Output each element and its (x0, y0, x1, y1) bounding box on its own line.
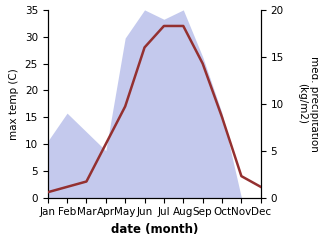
X-axis label: date (month): date (month) (111, 223, 198, 236)
Y-axis label: med. precipitation
(kg/m2): med. precipitation (kg/m2) (298, 56, 318, 152)
Y-axis label: max temp (C): max temp (C) (9, 68, 19, 140)
